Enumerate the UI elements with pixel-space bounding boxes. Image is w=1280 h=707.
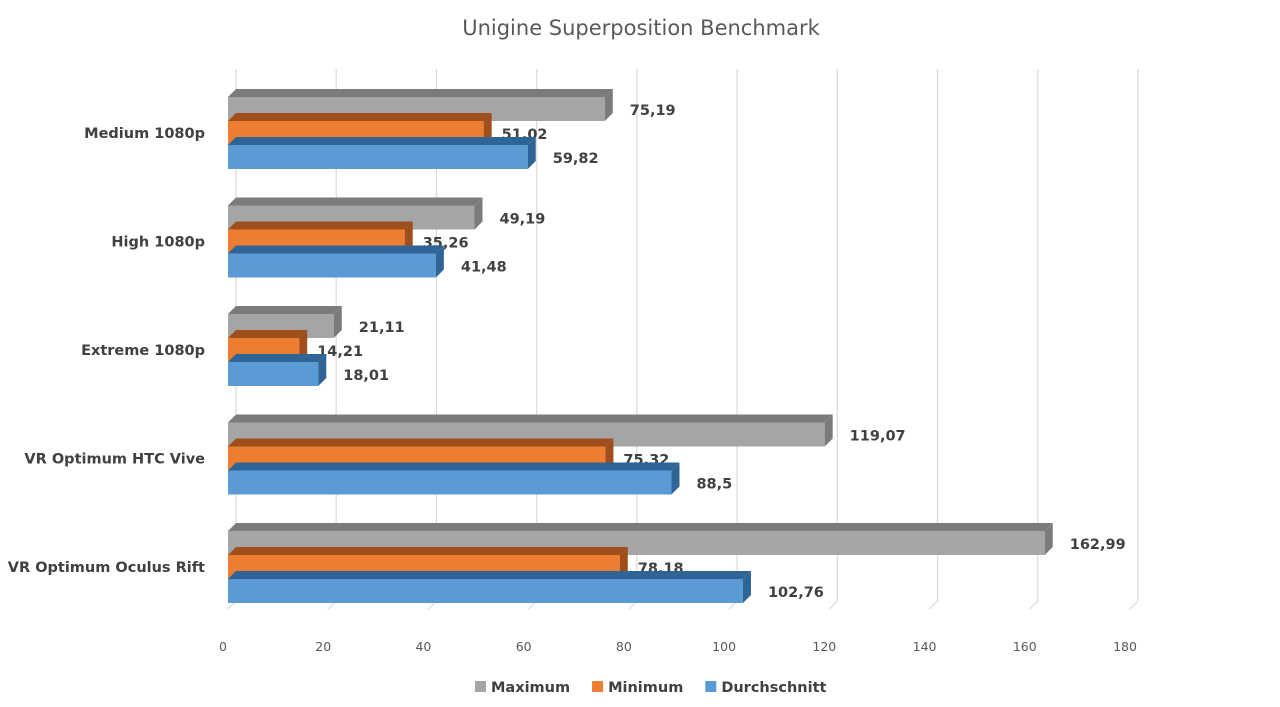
data-label: 119,07 <box>850 429 906 445</box>
bar: 14,21 <box>228 330 363 362</box>
x-tick-label: 40 <box>415 639 431 654</box>
x-tick-label: 60 <box>516 639 532 654</box>
data-label: 14,21 <box>317 344 363 360</box>
x-tick-label: 180 <box>1113 639 1137 654</box>
value-axis: 0 20 40 60 80 100 120 140 160 180 <box>219 639 1137 654</box>
bar: 102,76 <box>228 571 824 603</box>
legend-item: Maximum <box>475 680 570 696</box>
category-axis: Medium 1080p High 1080p Extreme 1080p VR Op… <box>8 126 205 576</box>
category-label: VR Optimum Oculus Rift <box>8 560 205 576</box>
x-tick-label: 20 <box>315 639 331 654</box>
x-tick-label: 120 <box>812 639 836 654</box>
legend-item: Durchschnitt <box>705 680 827 696</box>
legend-item: Minimum <box>592 680 683 696</box>
gridline <box>929 69 939 610</box>
legend-label: Durchschnitt <box>721 680 826 696</box>
data-label: 162,99 <box>1070 537 1126 553</box>
data-label: 49,19 <box>499 212 545 228</box>
bar: 59,82 <box>228 137 599 169</box>
x-tick-label: 0 <box>219 639 227 654</box>
gridline <box>1029 69 1039 610</box>
bar: 18,01 <box>228 354 389 386</box>
x-tick-label: 160 <box>1013 639 1037 654</box>
data-label: 21,11 <box>359 320 405 336</box>
category-label: High 1080p <box>111 235 205 251</box>
legend: Maximum Minimum Durchschnitt <box>475 680 827 696</box>
bars: 75,1951,0259,8249,1935,2641,4821,1114,21… <box>228 89 1126 603</box>
x-tick-label: 100 <box>712 639 736 654</box>
data-label: 75,19 <box>630 103 676 119</box>
data-label: 102,76 <box>768 585 824 601</box>
category-label: Extreme 1080p <box>81 343 205 359</box>
data-label: 59,82 <box>553 151 599 167</box>
category-label: Medium 1080p <box>84 126 205 142</box>
bar: 88,5 <box>228 462 732 495</box>
legend-swatch <box>705 681 717 692</box>
legend-label: Maximum <box>491 680 570 696</box>
chart-title: Unigine Superposition Benchmark <box>462 16 820 40</box>
x-tick-label: 80 <box>616 639 632 654</box>
category-label: VR Optimum HTC Vive <box>24 452 205 468</box>
gridline <box>828 69 838 610</box>
data-label: 18,01 <box>343 368 389 384</box>
legend-swatch <box>475 681 486 692</box>
data-label: 88,5 <box>696 477 732 493</box>
legend-label: Minimum <box>608 680 683 696</box>
data-label: 41,48 <box>461 260 507 276</box>
bar: 41,48 <box>228 245 507 278</box>
legend-swatch <box>592 681 604 692</box>
x-tick-label: 140 <box>913 639 937 654</box>
gridline <box>1129 69 1139 610</box>
